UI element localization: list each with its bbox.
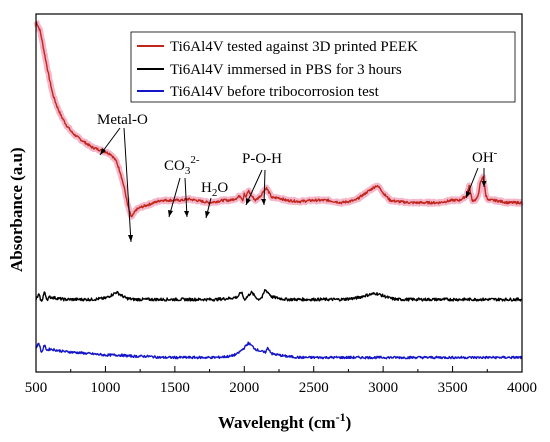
annotation-h2o: H2O [201,180,228,199]
legend: Ti6Al4V tested against 3D printed PEEK T… [130,31,516,103]
series-line-1 [35,289,523,302]
x-tick-label: 500 [25,380,48,396]
annotation-metal-o: Metal-O [97,112,148,128]
y-axis-title: Absorbance (a.u) [7,147,26,272]
series-line-0 [35,20,523,218]
legend-label-0: Ti6Al4V tested against 3D printed PEEK [170,39,418,55]
plot-lines [33,19,525,360]
x-tick-label: 2500 [299,380,329,396]
annotation-oh-arrowheads [466,181,487,198]
legend-label-1: Ti6Al4V immersed in PBS for 3 hours [170,62,402,78]
annotation-co3-arrowheads [168,210,189,217]
annotation-p-o-h-arrowheads [246,198,266,205]
x-tick-label: 1500 [160,380,190,396]
annotation-co3: CO32- [164,154,200,177]
legend-label-2: Ti6Al4V before tribocorrosion test [170,84,380,100]
annotation-h2o-arrowhead [205,211,210,218]
annotation-p-o-h: P-O-H [242,151,282,167]
axis-ticks: 500 1000 1500 2000 2500 3000 3500 4000 [25,366,537,396]
x-axis-title: Wavelenght (cm-1) [218,410,351,432]
annotation-oh: OH- [472,147,498,166]
annotations: Metal-O CO32- H2O P-O-H OH- [97,112,498,243]
x-tick-label: 4000 [507,380,537,396]
x-tick-label: 3500 [438,380,468,396]
legend-box [130,31,516,103]
annotation-co3-arrows [168,177,188,218]
x-tick-label: 3000 [368,380,398,396]
series-line-2 [35,341,523,360]
x-tick-label: 2000 [229,380,259,396]
x-tick-label: 1000 [90,380,120,396]
